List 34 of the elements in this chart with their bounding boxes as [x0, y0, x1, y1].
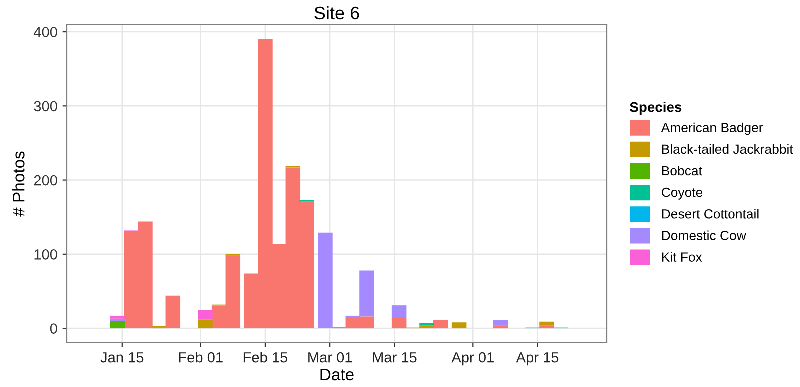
- legend-title: Species: [630, 102, 682, 115]
- x-tick-label: Feb 01: [179, 352, 223, 363]
- legend-label: Domestic Cow: [662, 230, 746, 240]
- x-tick-label: Jan 15: [100, 352, 144, 363]
- bar: [198, 310, 213, 320]
- legend-label: Coyote: [662, 188, 703, 200]
- bar: [110, 316, 126, 319]
- legend-label: Bobcat: [662, 166, 702, 176]
- y-tick-label: 100: [34, 250, 58, 260]
- y-tick-label: 0: [50, 324, 58, 334]
- bar: [420, 323, 434, 326]
- x-tick-label: Feb 15: [244, 352, 288, 363]
- chart-title: Site 6: [314, 6, 360, 20]
- bar: [433, 320, 448, 329]
- x-tick-label: Apr 01: [452, 352, 494, 366]
- legend-label: Black-tailed Jackrabbit: [662, 144, 794, 154]
- bar: [540, 322, 554, 326]
- legend-label: Kit Fox: [662, 252, 702, 262]
- bar: [110, 321, 126, 329]
- legend-label: Desert Cottontail: [662, 209, 759, 219]
- bar: [392, 306, 407, 318]
- bar: [540, 326, 554, 329]
- bar: [493, 326, 508, 329]
- y-tick-label: 400: [34, 27, 58, 38]
- y-axis-title: # Photos: [12, 152, 25, 217]
- legend-label: American Badger: [661, 122, 764, 136]
- x-tick-label: Mar 15: [373, 352, 417, 363]
- x-axis-title: Date: [320, 369, 354, 381]
- bar: [452, 322, 467, 329]
- x-tick-label: Apr 15: [516, 352, 559, 366]
- bar: [198, 320, 213, 329]
- y-tick-label: 300: [34, 101, 58, 112]
- x-tick-label: Mar 01: [308, 352, 352, 363]
- y-tick-label: 200: [34, 175, 58, 186]
